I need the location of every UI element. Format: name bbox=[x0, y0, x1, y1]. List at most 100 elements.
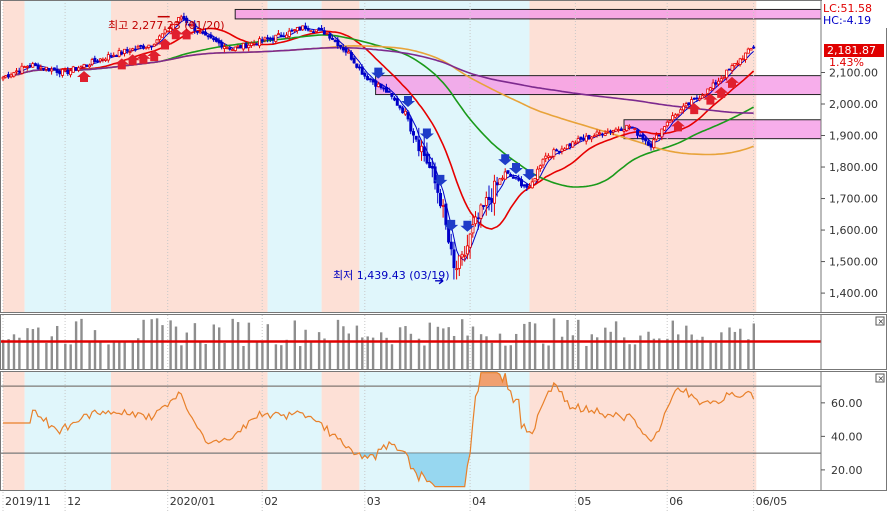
candle-body-224 bbox=[606, 130, 610, 133]
candle-body-136 bbox=[368, 78, 372, 81]
price-zone-1 bbox=[375, 75, 822, 96]
candle-body-1 bbox=[4, 75, 8, 78]
candle-body-209 bbox=[565, 144, 569, 149]
candle-body-221 bbox=[598, 132, 602, 135]
candle-body-200 bbox=[541, 158, 545, 166]
candle-body-63 bbox=[171, 24, 175, 30]
candle-body-152 bbox=[411, 131, 415, 136]
candle-body-22 bbox=[61, 68, 65, 76]
volume-bars bbox=[0, 318, 821, 369]
candle-body-242 bbox=[655, 134, 659, 140]
buy-arrow-1 bbox=[114, 58, 129, 70]
volume-bar-278 bbox=[752, 323, 755, 369]
candle-body-186 bbox=[503, 171, 507, 180]
volume-bar-73 bbox=[199, 340, 202, 369]
volume-bar-131 bbox=[355, 325, 359, 369]
candle-body-41 bbox=[112, 54, 116, 57]
candle-body-175 bbox=[474, 216, 478, 225]
candle-body-252 bbox=[682, 105, 686, 111]
candle-body-190 bbox=[514, 176, 518, 179]
candle-body-197 bbox=[533, 178, 537, 182]
candle-body-154 bbox=[417, 139, 421, 152]
candle-body-39 bbox=[106, 54, 110, 61]
candle-body-189 bbox=[511, 176, 515, 179]
volume-bar-18 bbox=[50, 336, 53, 369]
volume-bar-62 bbox=[169, 320, 172, 369]
candle-body-38 bbox=[104, 58, 108, 61]
candle-body-109 bbox=[295, 27, 299, 32]
volume-bar-64 bbox=[174, 326, 178, 369]
sell-arrow-7 bbox=[509, 162, 523, 174]
candle-body-174 bbox=[471, 224, 475, 234]
candle-body-255 bbox=[690, 99, 694, 106]
volume-bar-68 bbox=[185, 332, 188, 369]
candle-body-120 bbox=[325, 32, 329, 35]
candle-body-237 bbox=[641, 134, 645, 140]
candle-body-229 bbox=[619, 128, 623, 132]
candle-body-234 bbox=[633, 128, 637, 130]
candle-body-250 bbox=[676, 113, 680, 116]
volume-bar-213 bbox=[577, 319, 580, 369]
candle-body-65 bbox=[177, 17, 181, 23]
volume-bar-223 bbox=[604, 327, 607, 369]
candle-body-119 bbox=[322, 30, 326, 35]
candle-body-166 bbox=[449, 241, 453, 250]
panel-close-button-1[interactable] bbox=[875, 373, 885, 383]
price-tick-label-1: 2,000.00 bbox=[829, 98, 878, 111]
candle-body-149 bbox=[403, 110, 407, 115]
panel-close-button-0[interactable] bbox=[875, 316, 885, 326]
candle-body-207 bbox=[560, 148, 564, 152]
candle-body-206 bbox=[557, 150, 561, 153]
candle-body-17 bbox=[47, 68, 51, 72]
volume-bar-137 bbox=[371, 337, 375, 369]
candle-body-181 bbox=[490, 198, 494, 203]
last-price: 2,181.87 bbox=[827, 44, 876, 57]
candle-body-227 bbox=[614, 128, 618, 132]
candle-body-55 bbox=[150, 45, 154, 48]
volume-bar-48 bbox=[131, 340, 134, 369]
candle-body-96 bbox=[260, 39, 264, 42]
volume-bar-264 bbox=[714, 342, 718, 369]
volume-bar-103 bbox=[280, 345, 283, 369]
candle-body-183 bbox=[495, 182, 499, 186]
candle-body-220 bbox=[595, 131, 599, 136]
candle-body-100 bbox=[271, 37, 275, 41]
candle-body-75 bbox=[204, 31, 208, 36]
candle-body-66 bbox=[179, 16, 183, 20]
candle-body-105 bbox=[285, 34, 289, 39]
candle-body-79 bbox=[214, 38, 218, 42]
candle-body-177 bbox=[479, 204, 483, 219]
volume-bar-232 bbox=[628, 344, 631, 369]
volume-bar-186 bbox=[504, 345, 507, 369]
volume-bar-140 bbox=[380, 332, 383, 369]
candle-body-134 bbox=[363, 72, 367, 77]
candle-body-26 bbox=[71, 66, 75, 73]
candle-body-23 bbox=[63, 69, 67, 72]
candle-body-6 bbox=[17, 70, 21, 73]
candle-body-199 bbox=[538, 165, 542, 169]
volume-bar-234 bbox=[633, 344, 637, 369]
candle-body-159 bbox=[430, 165, 434, 169]
candle-body-12 bbox=[34, 63, 38, 66]
volume-bar-259 bbox=[701, 336, 704, 369]
candle-body-70 bbox=[190, 24, 194, 27]
candle-body-29 bbox=[79, 65, 83, 68]
candle-body-195 bbox=[528, 185, 532, 188]
candle-body-196 bbox=[530, 181, 534, 189]
volume-bar-20 bbox=[56, 325, 59, 369]
candle-body-238 bbox=[644, 138, 648, 142]
indicator-line bbox=[3, 372, 755, 488]
shade-band-3-1 bbox=[267, 371, 322, 490]
candle-body-253 bbox=[684, 103, 688, 107]
signal-arrows bbox=[77, 28, 739, 232]
candle-body-243 bbox=[657, 134, 661, 137]
volume-bar-172 bbox=[466, 335, 469, 369]
candle-body-103 bbox=[279, 34, 283, 37]
volume-bar-45 bbox=[123, 341, 126, 369]
candle-body-112 bbox=[303, 25, 307, 30]
price-tick-label-7: 1,400.00 bbox=[829, 287, 878, 300]
candle-body-73 bbox=[198, 31, 202, 34]
candle-body-198 bbox=[536, 168, 540, 180]
shade-band-6-1 bbox=[529, 371, 757, 490]
volume-bar-50 bbox=[137, 338, 140, 369]
